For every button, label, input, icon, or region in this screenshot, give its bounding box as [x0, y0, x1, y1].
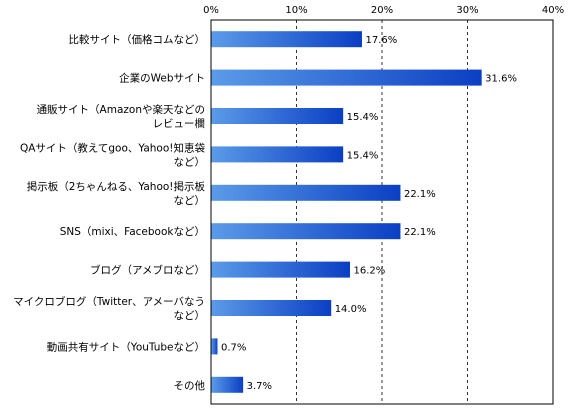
- bar: [211, 108, 344, 124]
- data-label: 22.1%: [404, 227, 436, 238]
- category-label: 企業のWebサイト: [119, 72, 205, 85]
- bar: [211, 338, 218, 355]
- data-label: 16.2%: [354, 266, 386, 277]
- category-labels: 比較サイト（価格コムなど） 企業のWebサイト通販サイト（Amazonや楽天などの…: [13, 33, 205, 392]
- category-label: QAサイト（教えてgoo、Yahoo!知恵袋など）: [20, 141, 206, 168]
- x-tick-label: 20%: [371, 5, 393, 16]
- category-label: 掲示板（2ちゃんねる、Yahoo!掲示板など）: [27, 180, 206, 207]
- data-label: 17.6%: [365, 35, 397, 46]
- x-tick-label: 30%: [456, 5, 478, 16]
- category-label: その他: [174, 379, 206, 392]
- x-axis-ticks: 0% 10% 20% 30% 40%: [203, 5, 564, 16]
- bar: [211, 146, 344, 163]
- data-label: 22.1%: [404, 189, 436, 200]
- data-label: 15.4%: [347, 150, 379, 161]
- data-label: 0.7%: [221, 342, 246, 353]
- data-label: 15.4%: [347, 112, 379, 123]
- gridlines: [296, 20, 468, 404]
- plot-area-frame: [210, 19, 554, 405]
- category-label: マイクロブログ（Twitter、アメーバなうなど）: [13, 295, 205, 322]
- category-label: 通販サイト（Amazonや楽天などのレビュー欄: [37, 103, 205, 130]
- bar: [211, 300, 332, 316]
- category-label: SNS（mixi、Facebookなど）: [60, 226, 205, 238]
- category-label: 動画共有サイト（YouTubeなど）: [47, 340, 205, 353]
- category-label: ブログ（アメブロなど）: [90, 264, 205, 277]
- bar: [211, 223, 401, 240]
- data-label: 14.0%: [335, 304, 367, 315]
- x-tick-label: 10%: [285, 5, 307, 16]
- value-labels: 17.6% 31.6% 15.4% 15.4% 22.1% 22.1% 16.2% 14.0%…: [221, 35, 517, 392]
- x-tick-label: 0%: [203, 5, 219, 16]
- bar: [211, 31, 362, 48]
- bar: [211, 69, 482, 86]
- bars: [211, 31, 482, 393]
- data-label: 3.7%: [247, 381, 272, 392]
- bar: [211, 376, 244, 393]
- bar: [211, 261, 351, 278]
- category-label: 比較サイト（価格コムなど）: [69, 33, 206, 46]
- data-label: 31.6%: [485, 74, 517, 85]
- x-tick-label: 40%: [542, 5, 564, 16]
- bar: [211, 184, 401, 201]
